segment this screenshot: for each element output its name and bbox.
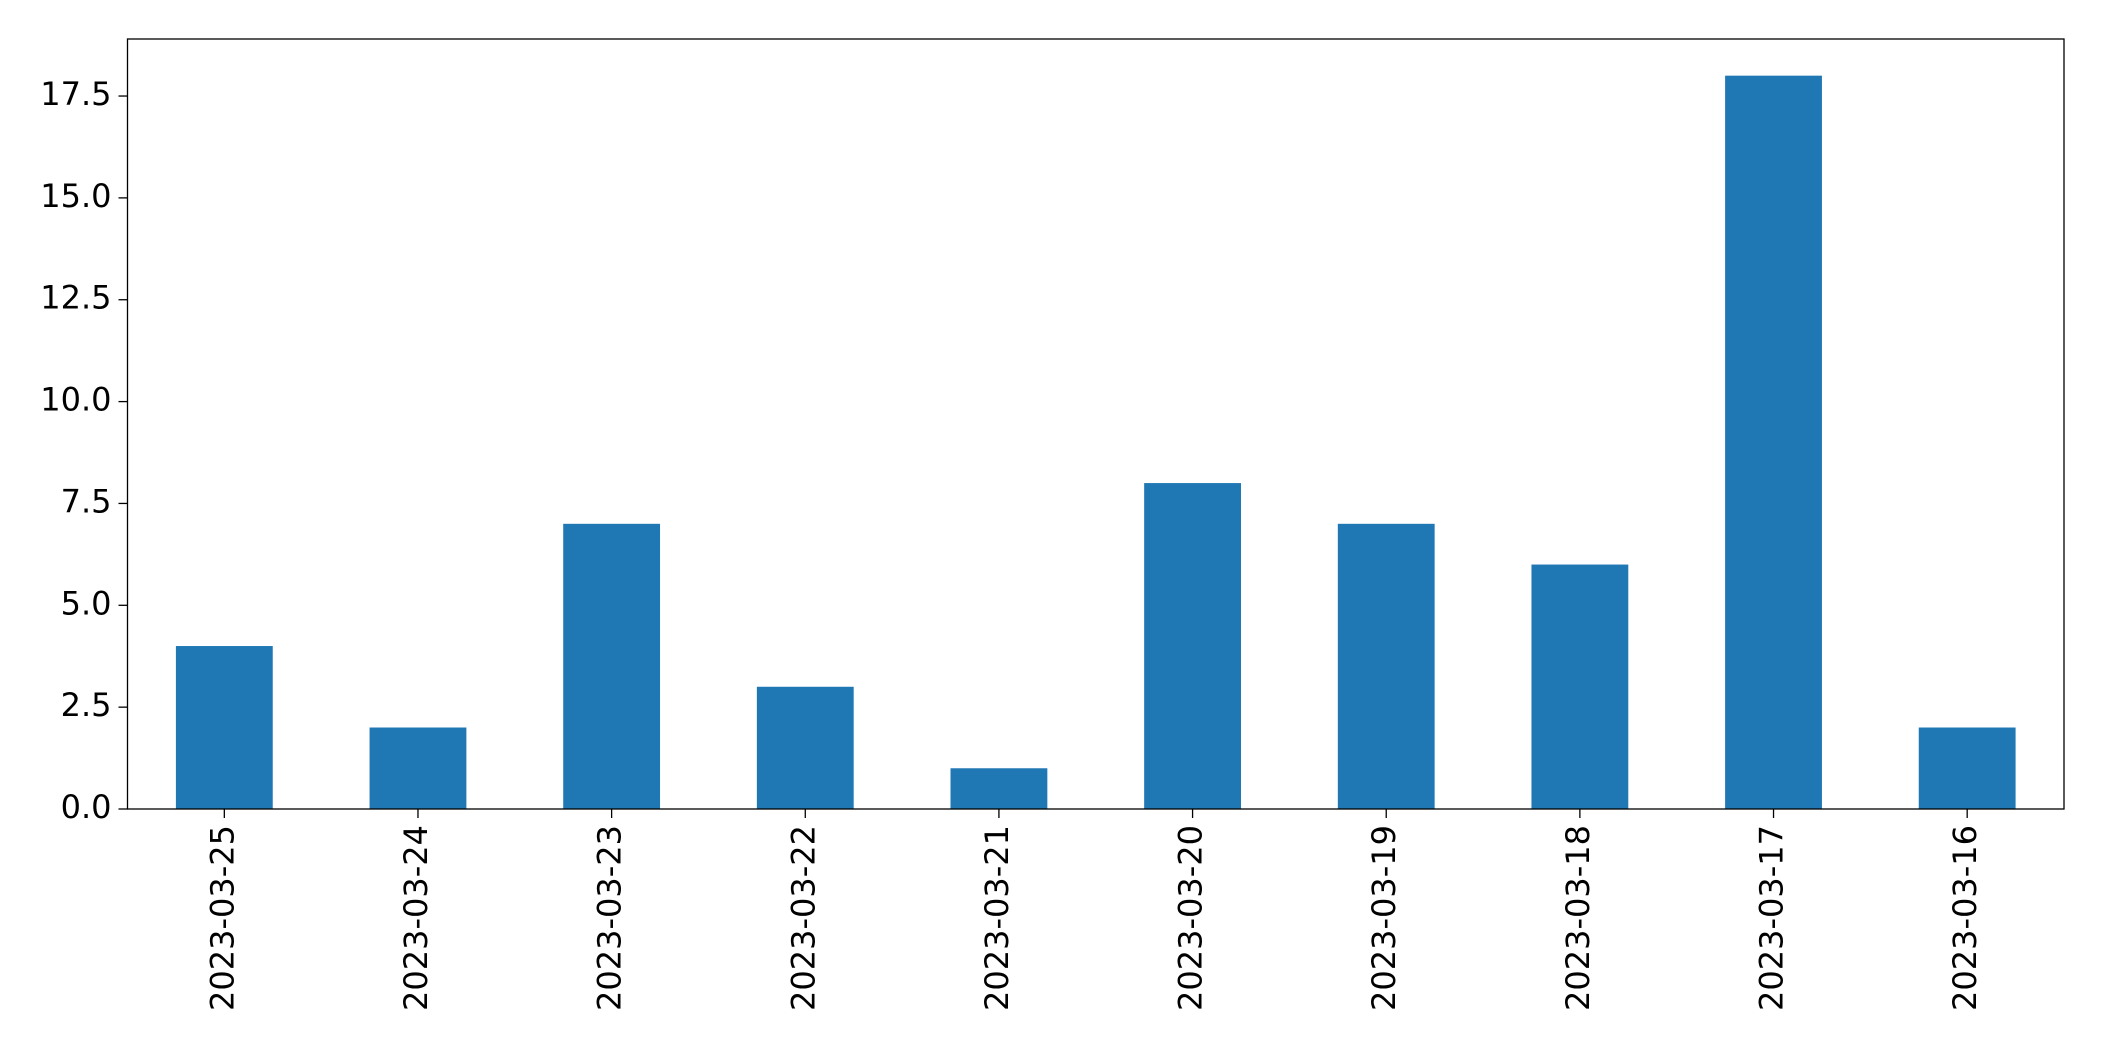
y-tick-label: 12.5 bbox=[40, 279, 111, 317]
x-tick-label: 2023-03-24 bbox=[397, 825, 435, 1011]
bar bbox=[369, 727, 467, 809]
x-tick-label: 2023-03-18 bbox=[1559, 825, 1597, 1011]
y-tick-label: 2.5 bbox=[61, 686, 112, 724]
bar bbox=[950, 768, 1048, 809]
x-tick-label: 2023-03-16 bbox=[1946, 825, 1984, 1011]
y-tick-label: 7.5 bbox=[61, 482, 112, 520]
y-tick-label: 0.0 bbox=[61, 788, 112, 826]
y-tick-label: 15.0 bbox=[40, 177, 111, 215]
bar bbox=[1144, 483, 1241, 809]
x-tick-label: 2023-03-19 bbox=[1365, 825, 1403, 1011]
bar bbox=[563, 523, 661, 809]
bar bbox=[1918, 727, 2016, 809]
bar bbox=[175, 646, 273, 809]
bar bbox=[756, 686, 854, 809]
bar bbox=[1337, 523, 1435, 809]
bar bbox=[1725, 75, 1822, 809]
plot-frame bbox=[126, 38, 2065, 810]
x-tick-label: 2023-03-20 bbox=[1172, 825, 1210, 1011]
x-tick-label: 2023-03-23 bbox=[591, 825, 629, 1011]
x-tick-label: 2023-03-21 bbox=[978, 825, 1016, 1011]
bar bbox=[1531, 564, 1629, 809]
y-tick-label: 17.5 bbox=[40, 75, 111, 113]
y-tick-label: 10.0 bbox=[40, 381, 111, 419]
x-tick-label: 2023-03-17 bbox=[1753, 825, 1791, 1011]
y-tick-label: 5.0 bbox=[61, 584, 112, 622]
x-tick-label: 2023-03-22 bbox=[784, 825, 822, 1011]
x-tick-label: 2023-03-25 bbox=[203, 825, 241, 1011]
